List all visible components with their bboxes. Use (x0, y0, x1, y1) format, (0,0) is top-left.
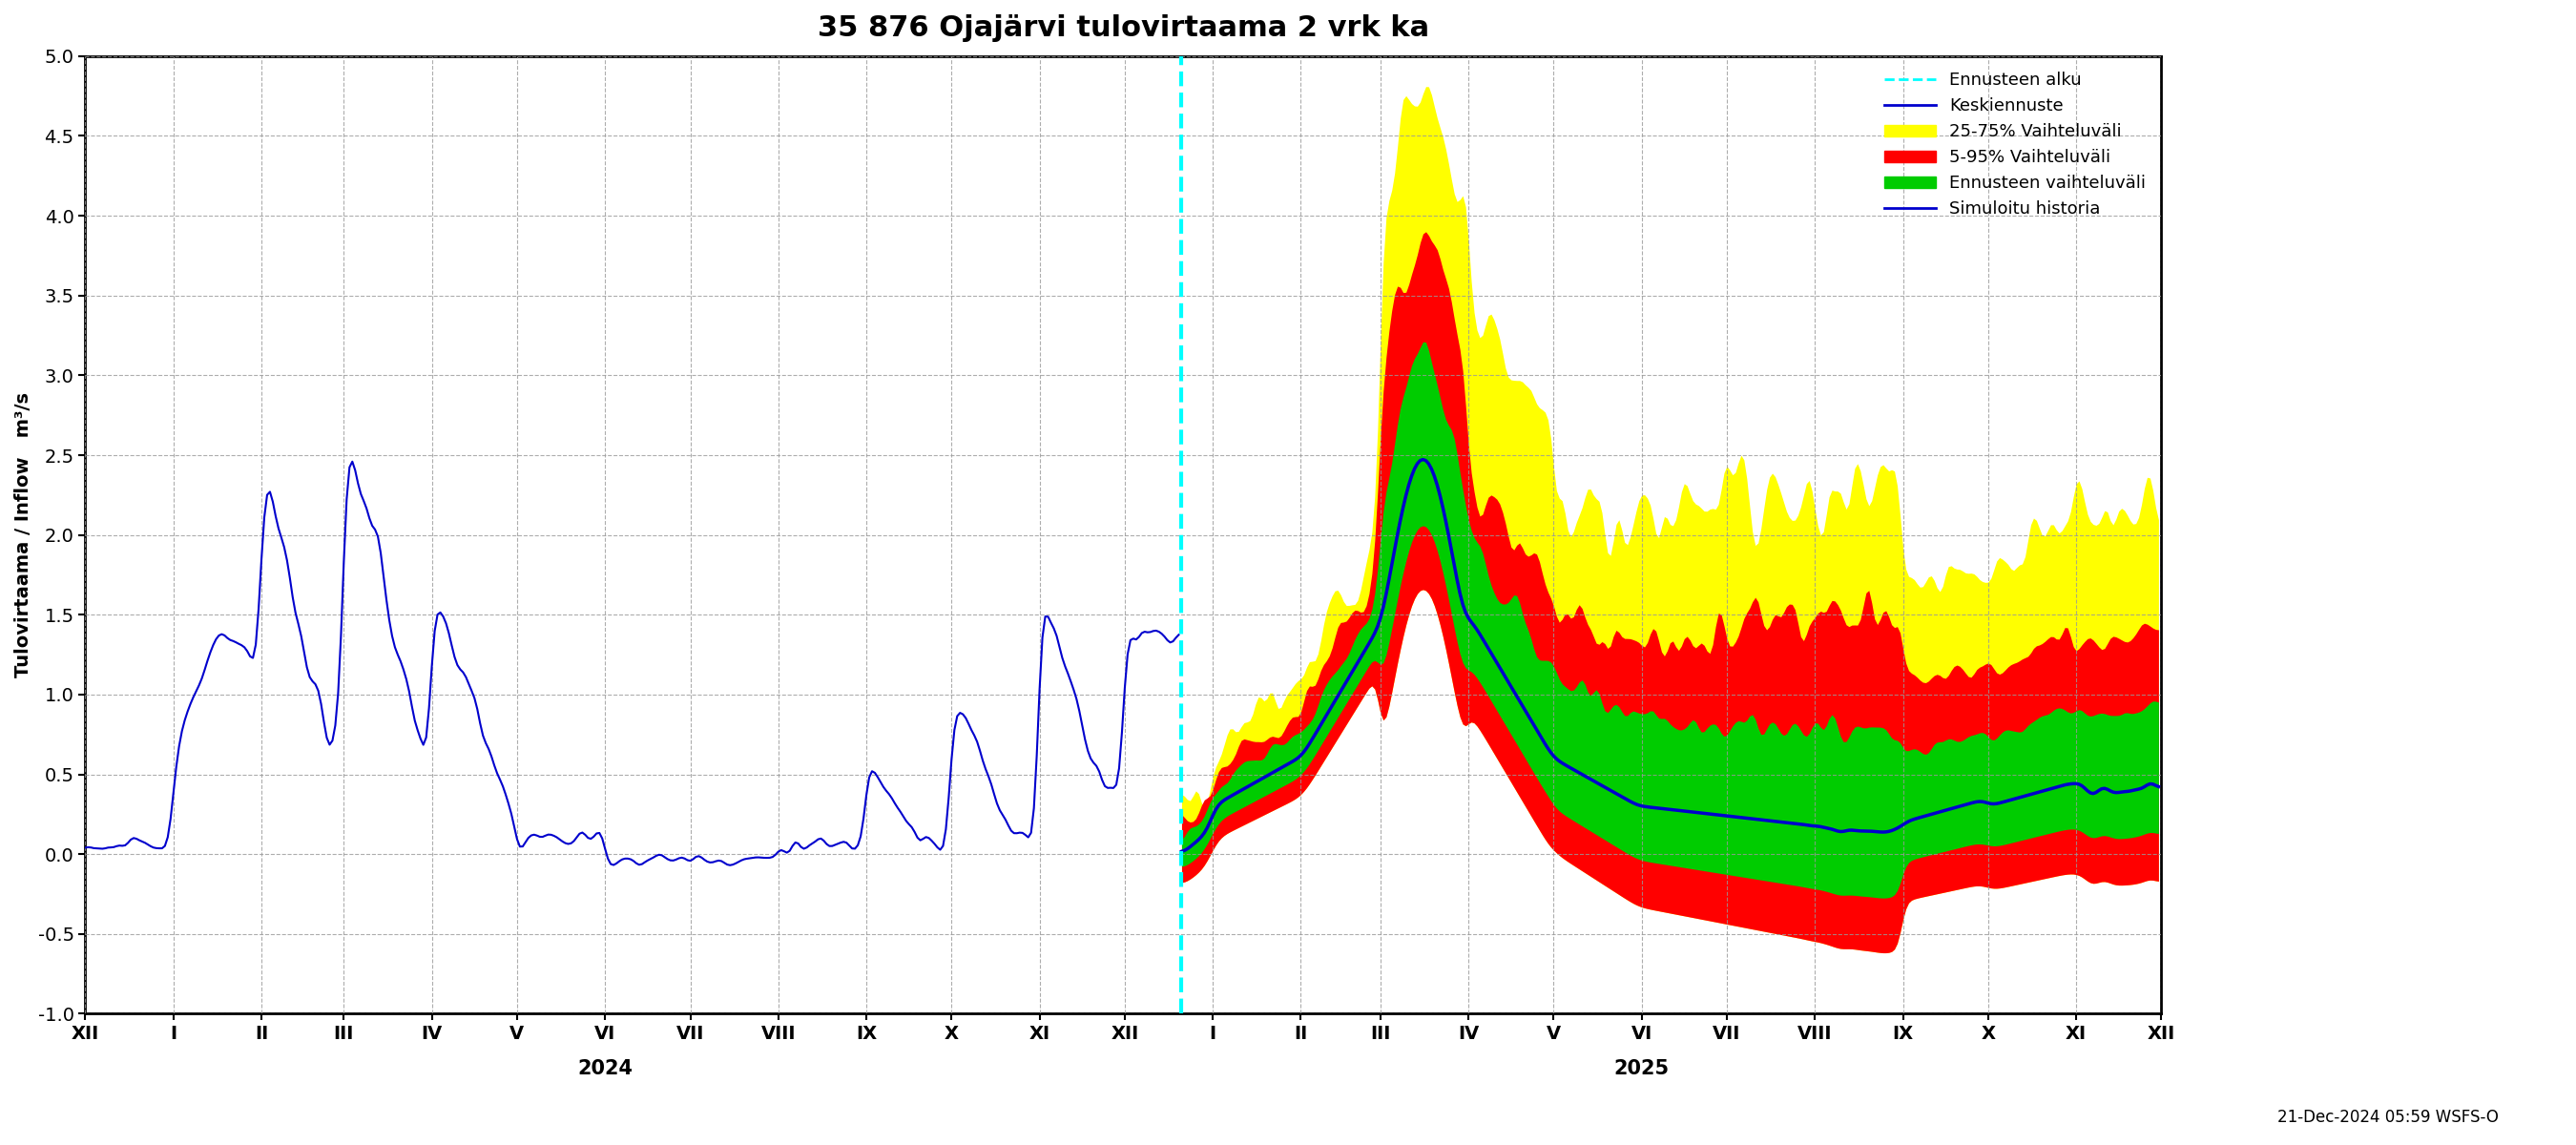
Text: 2025: 2025 (1615, 1059, 1669, 1079)
Text: 21-Dec-2024 05:59 WSFS-O: 21-Dec-2024 05:59 WSFS-O (2277, 1108, 2499, 1126)
Legend: Ennusteen alku, Keskiennuste, 25-75% Vaihteluväli, 5-95% Vaihteluväli, Ennusteen: Ennusteen alku, Keskiennuste, 25-75% Vai… (1878, 65, 2154, 224)
Y-axis label: Tulovirtaama / Inflow   m³/s: Tulovirtaama / Inflow m³/s (15, 393, 33, 678)
Text: 2024: 2024 (577, 1059, 634, 1079)
Title: 35 876 Ojajärvi tulovirtaama 2 vrk ka: 35 876 Ojajärvi tulovirtaama 2 vrk ka (817, 14, 1430, 42)
